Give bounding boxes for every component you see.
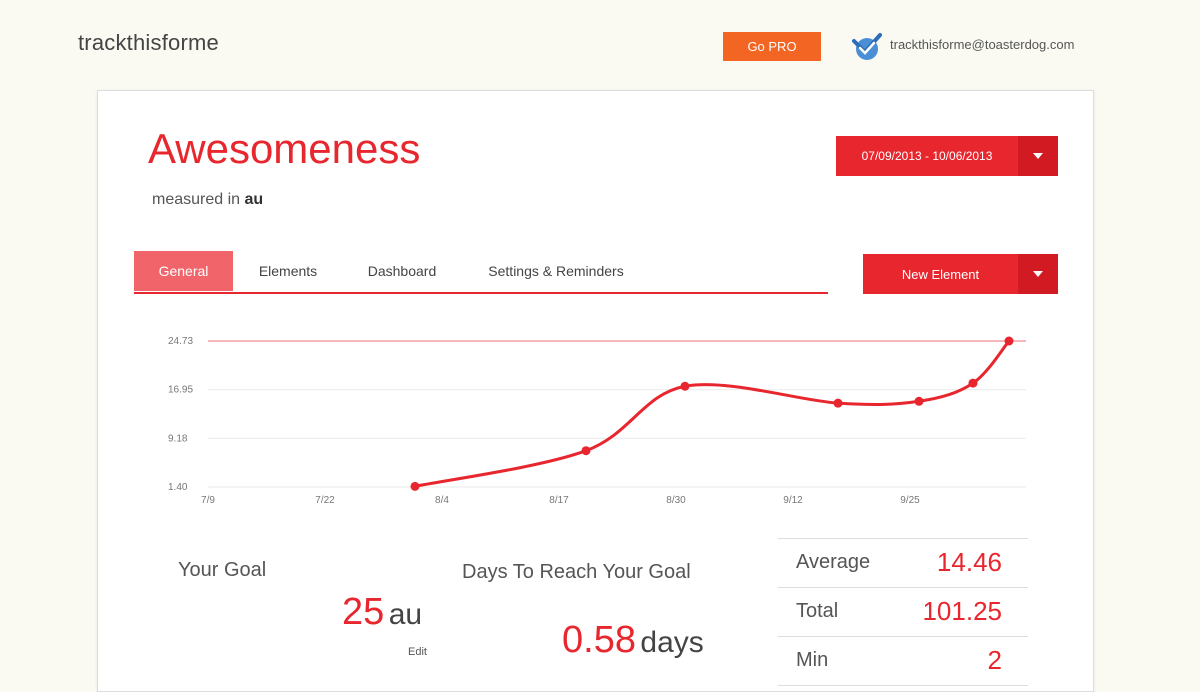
x-tick-label: 8/17 (549, 495, 569, 506)
go-pro-button[interactable]: Go PRO (723, 32, 821, 61)
stat-row-total: Total 101.25 (778, 588, 1028, 637)
y-tick-label: 1.40 (168, 482, 188, 493)
stat-row-min: Min 2 (778, 637, 1028, 686)
date-range-label: 07/09/2013 - 10/06/2013 (861, 149, 993, 163)
brand-logo[interactable]: trackthisforme (78, 30, 219, 55)
tab-dashboard[interactable]: Dashboard (367, 263, 437, 279)
tab-general[interactable]: General (134, 251, 233, 291)
days-to-goal-label: Days To Reach Your Goal (462, 561, 691, 583)
tab-settings-reminders[interactable]: Settings & Reminders (488, 263, 624, 279)
tracker-card: Awesomeness measured in au 07/09/2013 - … (97, 90, 1094, 692)
stat-value: 2 (987, 645, 1002, 675)
chevron-down-icon (1033, 153, 1043, 159)
unit-name: au (244, 191, 264, 208)
days-unit: days (640, 626, 704, 659)
goal-value: 25 (342, 591, 385, 633)
account-check-icon[interactable] (851, 32, 883, 62)
data-point (1004, 336, 1014, 346)
x-tick-label: 7/9 (201, 495, 215, 506)
edit-goal-link[interactable]: Edit (408, 646, 427, 658)
data-point (833, 398, 843, 408)
stat-label: Total (796, 600, 839, 622)
your-goal-label: Your Goal (178, 559, 267, 581)
chevron-down-icon (1033, 271, 1043, 277)
measured-in-label: measured in (152, 191, 241, 208)
y-tick-label: 24.73 (168, 336, 193, 347)
x-tick-label: 8/30 (666, 495, 686, 506)
days-value-group: 0.58 days (562, 619, 704, 662)
progress-line-chart: 24.73 16.95 9.18 1.40 7/9 7/22 8/4 8/17 8/30 9/12… (168, 336, 1026, 506)
series-line (414, 340, 1011, 488)
stat-value: 101.25 (922, 596, 1002, 626)
stat-label: Min (796, 649, 829, 671)
goal-unit: au (388, 598, 423, 631)
days-value: 0.58 (562, 619, 636, 661)
tab-bar: General Elements Dashboard Settings & Re… (134, 251, 828, 294)
x-tick-label: 8/4 (435, 495, 449, 506)
stat-value: 14.46 (936, 547, 1002, 577)
new-element-label: New Element (901, 266, 980, 282)
x-tick-label: 7/22 (315, 495, 335, 506)
data-point (968, 378, 978, 388)
tab-elements[interactable]: Elements (258, 263, 318, 279)
date-range-dropdown[interactable]: 07/09/2013 - 10/06/2013 (836, 136, 1058, 176)
y-tick-label: 16.95 (168, 385, 193, 396)
goal-value-group: 25 au (342, 591, 422, 634)
account-email[interactable]: trackthisforme@toasterdog.com (890, 37, 1075, 52)
summary-stats-table: Average 14.46 Total 101.25 Min 2 (778, 538, 1028, 686)
data-point (914, 396, 924, 406)
new-element-dropdown[interactable]: New Element (863, 254, 1058, 294)
stat-label: Average (796, 551, 871, 573)
tracker-unit-line: measured in au (152, 191, 263, 209)
top-bar: trackthisforme Go PRO trackthisforme@toa… (0, 0, 1200, 80)
data-point (410, 481, 420, 491)
stat-row-average: Average 14.46 (778, 539, 1028, 588)
date-range-toggle[interactable] (1018, 136, 1058, 176)
data-point (581, 446, 591, 456)
y-tick-label: 9.18 (168, 433, 188, 444)
x-tick-label: 9/25 (900, 495, 920, 506)
tracker-title: Awesomeness (148, 125, 421, 172)
x-tick-label: 9/12 (783, 495, 803, 506)
data-point (680, 381, 690, 391)
new-element-toggle[interactable] (1018, 254, 1058, 294)
